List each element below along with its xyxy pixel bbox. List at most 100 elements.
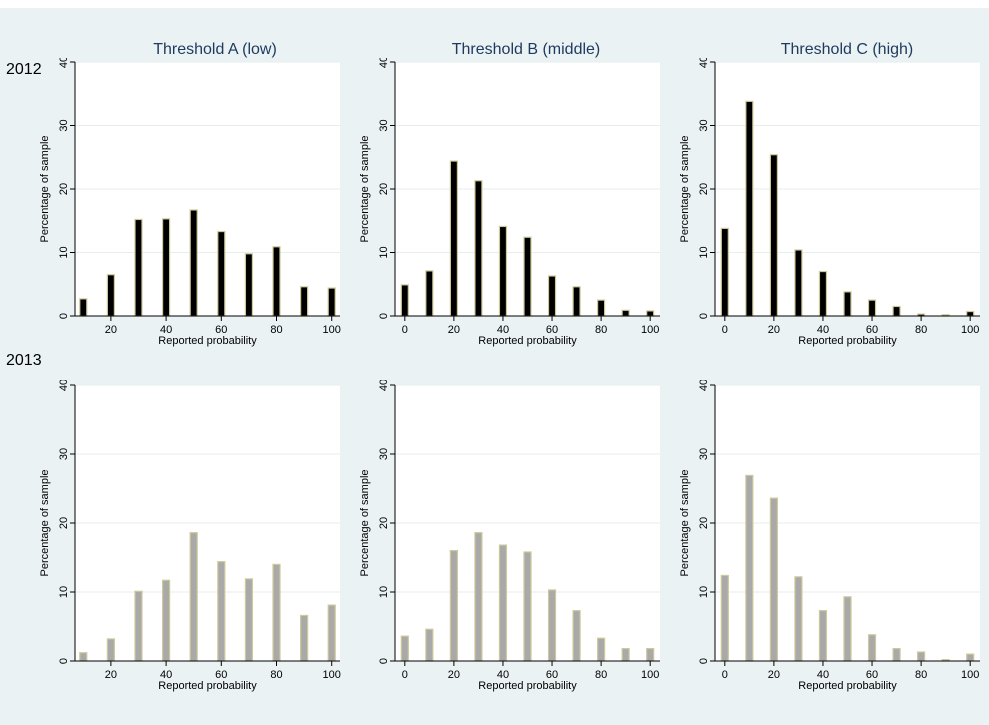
x-axis-label: Reported probability: [158, 335, 257, 347]
y-tick-label: 20: [58, 183, 70, 195]
bar: [400, 284, 409, 317]
chart-panel-2013-threshold-a: 0 10 20 30 40 20 40 60 80 100 Reported probability…: [39, 380, 341, 692]
bar: [769, 154, 778, 317]
x-tick-label: 60: [546, 324, 558, 336]
y-tick-label: 20: [378, 183, 390, 195]
x-tick-label: 60: [866, 324, 878, 336]
bar: [597, 637, 606, 662]
y-tick-label: 10: [58, 586, 70, 598]
y-tick-label: 10: [698, 246, 710, 258]
y-tick-label: 30: [58, 119, 70, 131]
x-tick-label: 0: [722, 669, 728, 681]
bar: [300, 286, 309, 317]
bar: [425, 270, 434, 317]
bar: [745, 100, 754, 317]
bar: [217, 561, 226, 662]
bar: [867, 299, 877, 317]
bar: [621, 309, 630, 317]
x-tick-label: 20: [448, 324, 460, 336]
bar: [572, 286, 581, 317]
bar: [621, 647, 630, 662]
x-tick-label: 60: [215, 324, 227, 336]
bar: [134, 590, 143, 662]
bar: [217, 230, 226, 317]
chart-panel-2013-threshold-b: 0 10 20 30 40 0 20 40 60 80 100 Reported probabilit…: [359, 380, 660, 692]
bar: [134, 218, 143, 317]
y-tick-label: 40: [698, 380, 710, 391]
x-tick-label: 60: [215, 669, 227, 681]
bar: [523, 236, 532, 317]
y-tick-label: 40: [698, 58, 710, 68]
y-tick-label: 40: [378, 380, 390, 391]
bar: [189, 209, 198, 317]
x-tick-label: 40: [817, 324, 829, 336]
x-tick-label: 100: [961, 669, 979, 681]
bar: [161, 579, 171, 662]
bar: [272, 246, 281, 317]
x-tick-label: 20: [448, 669, 460, 681]
bar: [818, 610, 828, 662]
y-axis-label: Percentage of sample: [679, 469, 691, 576]
x-axis-label: Reported probability: [798, 335, 897, 347]
bar: [966, 653, 975, 662]
bar: [474, 532, 483, 662]
bar: [720, 574, 729, 662]
x-tick-label: 80: [915, 324, 927, 336]
x-axis-label: Reported probability: [158, 680, 257, 692]
bar: [646, 310, 655, 317]
bar: [966, 310, 975, 317]
bar: [597, 299, 606, 317]
y-tick-label: 0: [378, 658, 390, 664]
bar: [892, 647, 901, 662]
x-tick-label: 20: [768, 324, 780, 336]
x-tick-label: 40: [160, 669, 172, 681]
y-tick-label: 40: [58, 380, 70, 391]
bar: [794, 576, 803, 662]
y-tick-label: 10: [58, 246, 70, 258]
bar: [547, 589, 557, 662]
y-tick-label: 30: [378, 119, 390, 131]
y-tick-label: 30: [698, 119, 710, 131]
x-tick-label: 100: [961, 324, 979, 336]
x-tick-label: 0: [402, 324, 408, 336]
x-axis-label: Reported probability: [798, 680, 897, 692]
bar: [794, 249, 803, 317]
bar: [327, 604, 336, 662]
bar: [646, 647, 655, 662]
bar: [449, 160, 458, 317]
row-label-2013: 2013: [6, 352, 42, 369]
bar: [498, 544, 508, 662]
bar: [400, 635, 409, 662]
bar: [300, 614, 309, 662]
x-tick-label: 40: [497, 669, 509, 681]
bar: [106, 274, 115, 317]
row-label-2012: 2012: [6, 61, 42, 78]
x-tick-label: 0: [722, 324, 728, 336]
y-tick-label: 20: [698, 517, 710, 529]
y-tick-label: 0: [58, 658, 70, 664]
y-tick-label: 20: [58, 517, 70, 529]
x-tick-label: 80: [595, 324, 607, 336]
y-axis-label: Percentage of sample: [39, 469, 51, 576]
x-tick-label: 20: [768, 669, 780, 681]
x-axis-label: Reported probability: [478, 335, 577, 347]
bar: [572, 610, 581, 662]
chart-panel-2012-threshold-b: 0 10 20 30 40 0 20 40 60 80 100 Reported probabilit…: [359, 58, 660, 347]
y-tick-label: 0: [698, 313, 710, 319]
y-tick-label: 10: [698, 586, 710, 598]
chart-panel-2012-threshold-a: 0 10 20 30 40 20 40 60 80 100 Reported probability…: [39, 58, 341, 347]
bar: [79, 652, 88, 662]
bar: [892, 305, 901, 317]
y-tick-label: 30: [698, 448, 710, 460]
x-tick-label: 40: [497, 324, 509, 336]
y-tick-label: 0: [58, 313, 70, 319]
x-tick-label: 60: [866, 669, 878, 681]
x-tick-label: 100: [641, 669, 659, 681]
column-title-threshold-c: Threshold C (high): [780, 41, 914, 58]
x-tick-label: 80: [595, 669, 607, 681]
bar: [161, 218, 171, 317]
bar: [769, 497, 778, 662]
column-title-threshold-a: Threshold A (low): [153, 41, 277, 58]
bar: [917, 651, 926, 662]
